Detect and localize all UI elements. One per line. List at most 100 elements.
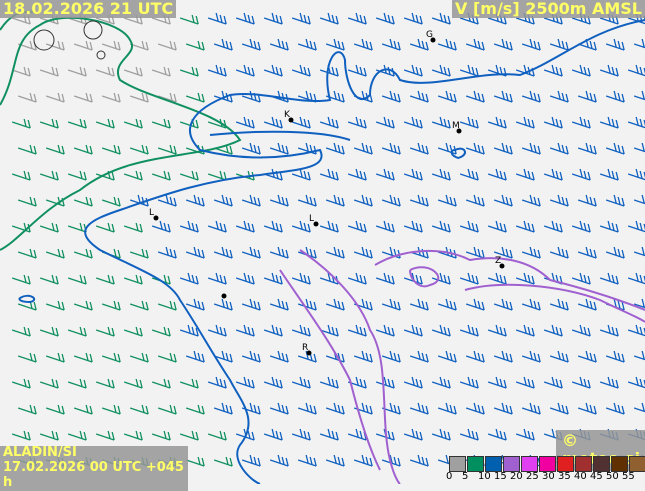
wind-barb: [179, 324, 199, 337]
wind-barb: [269, 350, 289, 363]
wind-barb: [123, 66, 143, 77]
wind-barb: [633, 38, 645, 49]
wind-barb: [17, 196, 37, 207]
wind-barb: [319, 376, 339, 389]
wind-barb: [235, 376, 255, 389]
wind-barb: [179, 66, 199, 77]
wind-barb: [241, 246, 261, 259]
wind-barb: [179, 272, 199, 285]
wind-barb: [67, 326, 87, 337]
wind-barb: [465, 350, 485, 363]
wind-barb: [521, 142, 541, 155]
wind-barb: [381, 402, 401, 415]
wind-barb: [325, 454, 345, 467]
wind-barb: [605, 194, 625, 207]
wind-barb: [241, 454, 261, 467]
wind-barb: [123, 430, 143, 441]
wind-barb: [571, 116, 591, 129]
legend-tick: 0: [446, 471, 453, 482]
wind-barb: [291, 12, 311, 25]
wind-barb: [633, 194, 645, 205]
wind-barb: [493, 246, 513, 259]
wind-barb: [207, 376, 227, 389]
wind-barb: [213, 298, 233, 311]
wind-barb: [101, 144, 121, 155]
wind-barb: [549, 350, 569, 363]
wind-barb: [291, 168, 311, 181]
legend-swatch: [629, 456, 645, 472]
contour-15ms: [464, 283, 645, 323]
wind-barb: [409, 246, 429, 259]
contour-15ms: [374, 250, 645, 311]
wind-barb: [409, 194, 429, 207]
wind-barb: [633, 90, 645, 101]
wind-barb: [263, 116, 283, 129]
wind-barb: [325, 194, 345, 207]
wind-barb: [627, 376, 645, 389]
wind-barb: [157, 40, 177, 51]
run-time: 17.02.2026 00 UTC +045 h: [3, 459, 184, 490]
wind-barb: [459, 64, 479, 77]
wind-barb: [291, 64, 311, 77]
wind-barb: [375, 220, 395, 233]
wind-barb: [179, 170, 199, 181]
wind-barb: [633, 142, 645, 153]
wind-barb: [269, 194, 289, 207]
wind-barb: [157, 404, 177, 415]
wind-barb: [375, 116, 395, 129]
wind-barb: [213, 246, 233, 259]
wind-barb: [235, 272, 255, 285]
wind-barb: [325, 298, 345, 311]
wind-barb: [465, 402, 485, 415]
wind-barb: [235, 324, 255, 337]
wind-barb: [493, 298, 513, 311]
legend-tick: 30: [542, 471, 555, 482]
wind-barb: [269, 298, 289, 311]
wind-barb: [627, 168, 645, 181]
wind-barb: [571, 168, 591, 181]
wind-barb: [39, 170, 59, 181]
legend-swatch: [611, 456, 628, 472]
wind-barb: [599, 116, 619, 129]
model-run-info: ALADIN/SI 17.02.2026 00 UTC +045 h: [0, 445, 188, 491]
wind-barb: [235, 12, 255, 25]
wind-barb: [571, 272, 591, 285]
wind-barb: [409, 402, 429, 415]
wind-barb: [241, 194, 261, 207]
wind-barb: [633, 402, 645, 413]
wind-barb: [39, 378, 59, 389]
wind-barb: [403, 12, 423, 25]
wind-barb: [571, 324, 591, 337]
wind-barb: [235, 220, 255, 233]
wind-barb: [571, 376, 591, 389]
wind-barb: [11, 274, 31, 285]
wind-barb: [353, 350, 373, 363]
legend-swatch: [557, 456, 574, 472]
wind-barb: [95, 274, 115, 285]
wind-barb: [381, 38, 401, 51]
wind-barb: [543, 324, 563, 337]
wind-barb: [95, 326, 115, 337]
wind-barb: [39, 222, 59, 233]
wind-barb: [123, 326, 143, 337]
wind-barb: [67, 170, 87, 181]
wind-barb: [185, 246, 205, 259]
wind-barb: [431, 116, 451, 129]
wind-barb: [17, 404, 37, 415]
wind-barb: [437, 350, 457, 363]
wind-barb: [381, 350, 401, 363]
wind-barb: [297, 90, 317, 103]
wind-barb: [241, 142, 261, 155]
wind-barb: [17, 144, 37, 155]
wind-barb: [381, 90, 401, 103]
wind-barb: [263, 272, 283, 285]
wind-barb: [409, 298, 429, 311]
wind-barb: [353, 298, 373, 311]
city-marker: [313, 221, 319, 227]
wind-barb: [263, 324, 283, 337]
legend-swatch: [503, 456, 520, 472]
wind-barb: [431, 12, 451, 25]
wind-barb: [493, 142, 513, 155]
wind-barb: [213, 402, 233, 415]
wind-barb: [17, 92, 37, 103]
